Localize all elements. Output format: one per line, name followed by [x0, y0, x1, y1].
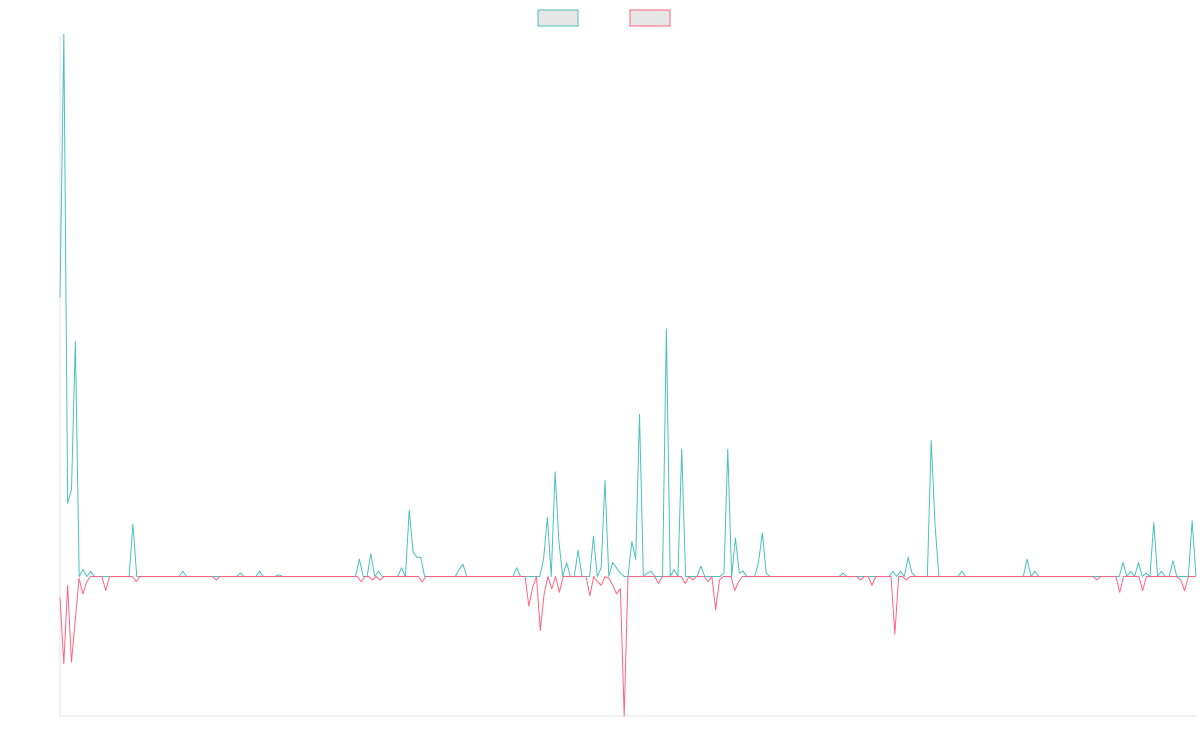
chart-axes	[59, 36, 1196, 717]
series-1-line	[59, 33, 1197, 578]
legend-swatch-series-2[interactable]	[629, 9, 671, 27]
legend-swatch-series-1[interactable]	[537, 9, 579, 27]
legend	[537, 9, 671, 27]
series-layer	[59, 33, 1197, 717]
series-2-line	[59, 576, 1196, 717]
